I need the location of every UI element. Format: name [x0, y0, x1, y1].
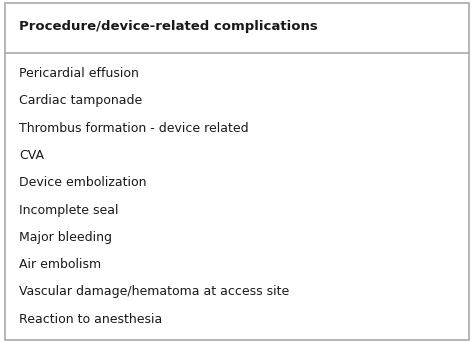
Text: Thrombus formation - device related: Thrombus formation - device related	[19, 122, 248, 135]
Text: Reaction to anesthesia: Reaction to anesthesia	[19, 312, 162, 326]
Text: Device embolization: Device embolization	[19, 176, 146, 189]
Text: Major bleeding: Major bleeding	[19, 231, 112, 244]
Text: Incomplete seal: Incomplete seal	[19, 203, 118, 216]
Text: Vascular damage/hematoma at access site: Vascular damage/hematoma at access site	[19, 285, 289, 298]
Text: Cardiac tamponade: Cardiac tamponade	[19, 94, 142, 107]
Text: Pericardial effusion: Pericardial effusion	[19, 67, 139, 80]
Text: Procedure/device-related complications: Procedure/device-related complications	[19, 20, 318, 33]
FancyBboxPatch shape	[5, 3, 469, 340]
Text: Air embolism: Air embolism	[19, 258, 101, 271]
Text: CVA: CVA	[19, 149, 44, 162]
